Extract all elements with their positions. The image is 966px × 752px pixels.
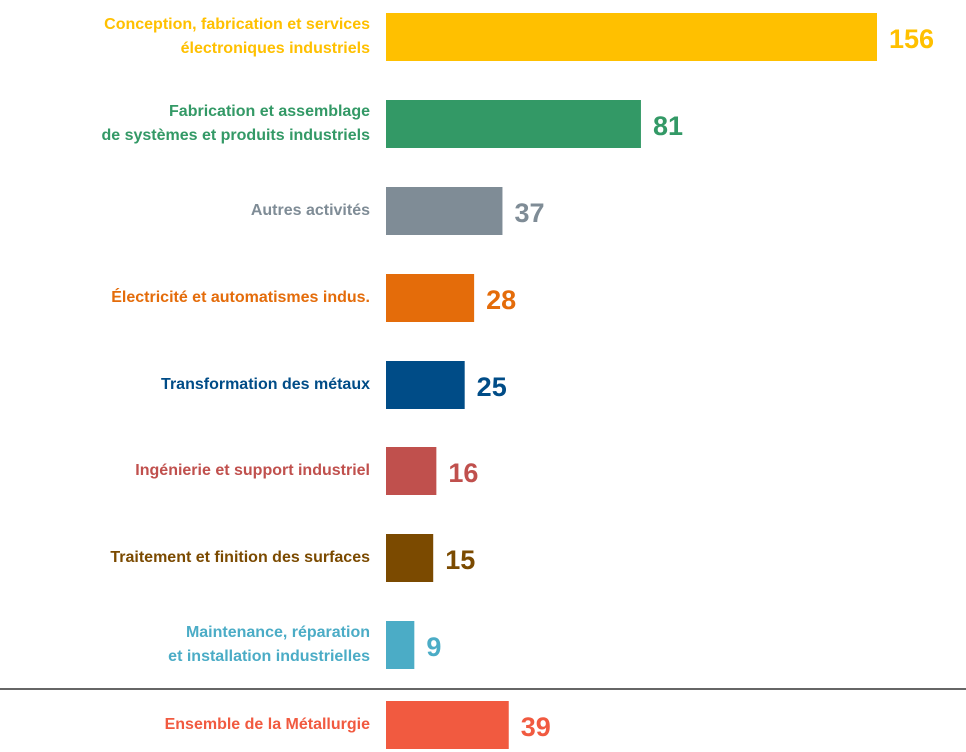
category-label: Fabrication et assemblage de systèmes et … — [101, 103, 370, 144]
category-line: Électricité et automatismes indus. — [111, 287, 370, 306]
value-label: 16 — [448, 458, 478, 488]
category-line: Transformation des métaux — [161, 376, 370, 393]
category-line: et installation industrielles — [168, 648, 370, 665]
value-label: 37 — [514, 198, 544, 228]
bar — [386, 621, 415, 669]
category-line: Ensemble de la Métallurgie — [165, 716, 371, 733]
bar — [386, 13, 877, 61]
category-line: Fabrication et assemblage — [169, 103, 370, 120]
bar — [386, 361, 465, 409]
bar — [386, 187, 503, 235]
category-line: Ingénierie et support industriel — [135, 462, 370, 479]
category-label: Traitement et finition des surfaces — [110, 549, 370, 566]
value-label: 156 — [889, 24, 934, 54]
category-line: Maintenance, réparation — [186, 624, 370, 641]
category-label: Autres activités — [251, 202, 370, 219]
value-label: 25 — [477, 372, 507, 402]
bar — [386, 100, 641, 148]
category-label: Ingénierie et support industriel — [135, 462, 370, 479]
category-line: électroniques industriels — [181, 40, 370, 57]
bar — [386, 534, 434, 582]
value-label: 81 — [653, 111, 683, 141]
category-label: Transformation des métaux — [161, 376, 370, 393]
category-label: Maintenance, réparation et installation i… — [168, 624, 370, 665]
value-label: 39 — [521, 712, 551, 742]
bar — [386, 274, 475, 322]
value-label: 9 — [426, 632, 441, 662]
category-line: Conception, fabrication et services — [104, 16, 370, 33]
category-label: Ensemble de la Métallurgie — [165, 716, 371, 733]
value-label: 15 — [445, 545, 475, 575]
category-line: Autres activités — [251, 202, 370, 219]
bar — [386, 701, 509, 749]
category-label: Conception, fabrication et services élect… — [104, 16, 370, 57]
bar — [386, 447, 437, 495]
value-label: 28 — [486, 285, 516, 315]
category-label: Électricité et automatismes indus. — [111, 287, 370, 306]
category-line: Traitement et finition des surfaces — [110, 549, 370, 566]
category-line: de systèmes et produits industriels — [101, 127, 370, 144]
